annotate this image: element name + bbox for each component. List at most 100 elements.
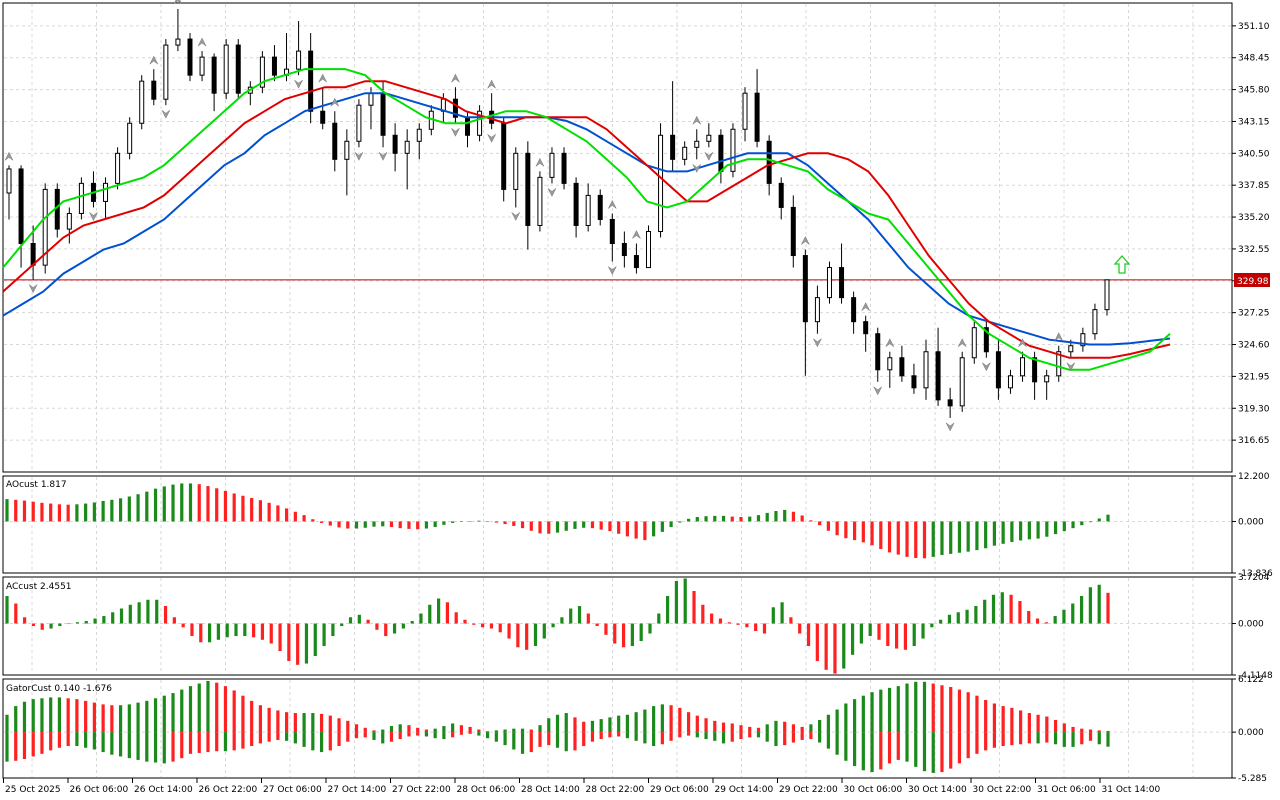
ao-bar [608, 521, 612, 532]
ao-bar [328, 521, 332, 526]
gator-lower-bar [940, 732, 944, 773]
ac-bar [824, 623, 828, 670]
ao-bar [512, 521, 516, 526]
candle [742, 92, 748, 130]
ac-bar [366, 619, 370, 624]
ac-bar [322, 623, 326, 647]
gator-upper-bar [328, 715, 332, 733]
gator-upper-bar [381, 729, 385, 733]
gator-upper-bar [162, 695, 166, 733]
candle [78, 182, 84, 214]
ac-bar [14, 603, 18, 624]
gator-lower-bar [319, 732, 324, 753]
gator-lower-bar [389, 732, 394, 742]
gator-lower-bar [695, 732, 699, 738]
gator-lower-bar [826, 732, 830, 749]
ac-bar [736, 623, 740, 625]
gator-upper-bar [660, 704, 664, 733]
ac-bar [692, 591, 696, 624]
ao-bar [1036, 521, 1040, 539]
ao-bar [302, 515, 306, 522]
ac-bar [5, 596, 9, 624]
fractal-up-icon [330, 97, 340, 107]
ao-bar [223, 490, 228, 522]
candle [1092, 309, 1098, 335]
gator-indicator-pane[interactable]: 6.122 0.000 -5.285 [4, 675, 1267, 784]
candle [259, 56, 265, 88]
ac-bar [516, 623, 520, 648]
candle [633, 255, 639, 269]
gator-upper-bar [739, 725, 743, 733]
ao-bar [582, 521, 586, 528]
ac-bar [163, 606, 168, 624]
gator-upper-bar [818, 719, 822, 733]
gator-lower-bar [678, 732, 682, 738]
ao-bar [538, 521, 542, 534]
ao-bar [285, 508, 289, 522]
ao-bar [354, 521, 359, 529]
candle [1044, 375, 1050, 383]
gator-lower-bar [931, 732, 935, 773]
gator-lower-bar [118, 732, 123, 757]
ao-bar [1027, 521, 1031, 540]
ac-bar [287, 623, 291, 662]
ao-bar [337, 521, 341, 528]
ac-bar [1009, 594, 1013, 624]
ac-bar [965, 609, 969, 624]
gator-upper-bar [5, 714, 9, 733]
ao-bar [346, 521, 350, 529]
gator-upper-bar [319, 713, 324, 733]
ac-bar [111, 612, 115, 624]
y-tick-label: 335.20 [1238, 213, 1270, 223]
ac-bar [419, 613, 423, 624]
ac-bar [190, 623, 194, 637]
gator-lower-bar [774, 732, 778, 747]
ac-bar [128, 604, 132, 624]
gator-upper-bar [800, 726, 804, 733]
ac-bar [260, 623, 265, 640]
gator-upper-bar [136, 702, 140, 733]
gator-lower-bar [573, 732, 577, 751]
ao-bar [363, 521, 367, 528]
ao-bar [1010, 521, 1014, 542]
candle [863, 321, 869, 335]
ac-bar [489, 623, 494, 629]
chart-panes [2, 2, 1233, 779]
y-tick-label: 324.60 [1238, 341, 1270, 351]
gator-upper-bar [695, 715, 699, 733]
gator-lower-bar [765, 732, 769, 742]
gator-lower-bar [704, 732, 708, 740]
gator-lower-bar [800, 732, 804, 740]
gator-upper-bar [984, 700, 988, 733]
ac-bar [243, 623, 247, 637]
gator-upper-bar [363, 727, 367, 733]
ac-bar [146, 599, 150, 624]
gator-lower-bar [1010, 732, 1014, 746]
ac-bar [199, 623, 203, 643]
ao-bar [713, 515, 717, 522]
candle [959, 357, 965, 407]
gator-lower-bar [555, 732, 560, 748]
ao-indicator-pane[interactable]: 12.200 0.000 -13.836 [4, 472, 1273, 579]
gator-lower-bar [512, 732, 516, 750]
candle [380, 92, 386, 136]
ao-bar [940, 521, 944, 555]
fractal-up-icon [1018, 338, 1027, 347]
ac-bar [93, 618, 97, 624]
ac-bar [789, 617, 793, 624]
ac-bar [67, 623, 71, 625]
ao-bar [678, 521, 682, 523]
candle [115, 152, 121, 184]
ac-bar [225, 623, 229, 638]
gator-lower-bar [381, 732, 385, 744]
gator-upper-bar [197, 683, 201, 733]
ao-bar [136, 494, 140, 522]
candle [1068, 345, 1074, 353]
gator-lower-bar [311, 732, 315, 751]
x-tick-label: 27 Oct 06:00 [263, 785, 322, 795]
ac-indicator-pane[interactable]: 3.7204 0.000 -4.1148 [4, 573, 1273, 681]
price-pane[interactable]: 351.10 348.45 345.80 343.15 340.50 337.85 335.… [2, 0, 1270, 446]
gator-upper-bar [686, 712, 691, 733]
ao-bar [748, 516, 752, 522]
